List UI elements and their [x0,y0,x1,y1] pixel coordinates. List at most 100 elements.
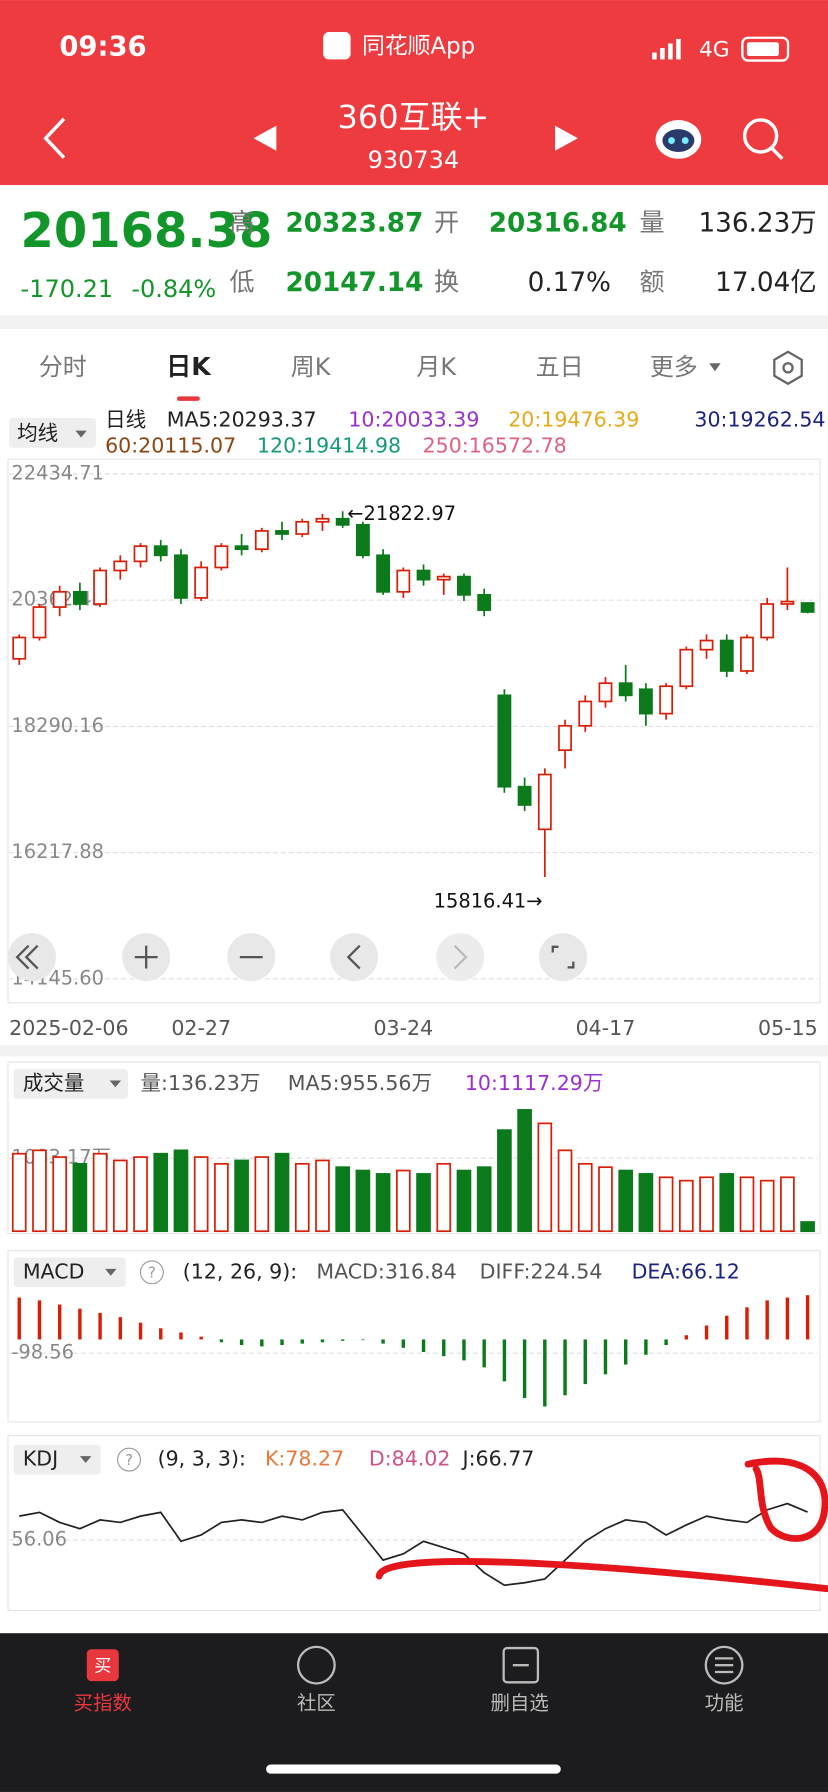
candle-body [315,517,330,523]
selector-bg[interactable] [13,1069,128,1099]
prev-button[interactable] [253,125,277,151]
icon [551,945,575,969]
volume-bar [92,1152,108,1233]
field-value: 20316.84 [489,208,627,238]
clock: 09:36 [59,32,146,63]
volume-bar [517,1109,532,1233]
search-button[interactable] [742,118,784,161]
move-right[interactable] [436,933,485,982]
tab[interactable]: 五日 [536,353,584,381]
candle-body [679,648,694,688]
volume-bar [234,1159,249,1233]
volume-bar [436,1162,452,1233]
help-mark: ? [148,1264,156,1281]
volume-bar [32,1149,47,1233]
candle-body [719,639,734,672]
candle-body [436,575,451,581]
y-tick-label: 16217.88 [11,840,104,863]
candle-body [558,724,572,752]
nav-item[interactable]: 删自选 [491,1692,549,1715]
legend-volume: 量:136.23万 [140,1071,260,1095]
candle-body [618,682,633,697]
next-button[interactable] [555,125,578,151]
robot-button[interactable] [655,119,702,159]
ma-period: 日线 [105,407,146,431]
icon [346,944,361,970]
volume-bar [537,1122,553,1233]
price: 20168.38 [21,203,273,259]
candle-body [275,530,289,535]
fullscreen[interactable] [539,933,588,982]
candle-body [194,566,209,599]
ma-item: 250:16572.78 [423,434,567,458]
settings-button[interactable] [773,350,803,386]
hand-drawn-circle [744,1457,828,1542]
field-label: 低 [230,267,255,296]
zoom-controls [7,933,588,982]
tab[interactable]: 月K [416,353,457,381]
tab[interactable]: 周K [291,353,332,381]
volume-selector[interactable]: 成交量 [23,1071,85,1095]
nav-icon [704,1645,744,1685]
kdj-params: (9, 3, 3): [158,1447,246,1471]
home-indicator [266,1764,561,1774]
volume-bar [780,1176,795,1233]
candle-body [760,603,775,639]
volume-chart: 1083.17万 [9,1109,818,1233]
kdj-selector[interactable]: KDJ [23,1447,58,1471]
field-label: 换 [434,267,459,296]
tab[interactable]: 分时 [39,353,87,381]
volume-bar [719,1173,735,1233]
zoom-left[interactable] [7,933,56,982]
field-value: 0.17% [528,268,611,298]
legend-ma10: 10:1117.29万 [465,1071,604,1095]
ma-selector[interactable]: 均线 [17,421,58,445]
nav-item[interactable]: 社区 [297,1692,336,1715]
field-label: 高 [230,208,255,237]
tab[interactable]: 更多 [650,353,698,381]
candle-body [477,594,492,611]
volume-bar [759,1179,775,1233]
selector-bg[interactable] [13,1444,101,1475]
candle-body [659,685,674,715]
volume-bar [456,1169,472,1233]
volume-bar [658,1176,674,1233]
volume-bar [618,1169,634,1233]
candle-body [396,569,411,593]
selector-bg[interactable] [13,1257,126,1288]
candle-body [699,639,714,651]
volume-bar [497,1129,512,1233]
volume-bar [335,1166,351,1233]
candle-body [52,590,67,608]
dropdown-arrow [75,430,87,438]
candle-body [214,545,229,569]
move-left[interactable] [330,933,379,982]
back-button[interactable] [43,117,66,159]
icon [453,944,468,970]
legend-d: D:84.02 [369,1447,451,1471]
app-icon [323,32,351,60]
macd-selector[interactable]: MACD [23,1259,85,1283]
icon [134,945,158,969]
help-icon[interactable] [139,1260,164,1285]
panel-frame [7,1250,821,1423]
network: 4G [699,37,730,62]
nav-icon [296,1645,336,1685]
nav-item[interactable]: 买指数 [74,1692,132,1715]
candle-body [537,773,552,831]
y-tick-label: -98.56 [11,1341,74,1364]
volume-bar [193,1156,209,1233]
candle-body [800,602,815,613]
ma-selector-bg[interactable] [9,418,96,448]
volume-bar [416,1173,431,1233]
volume-bar [254,1156,270,1233]
panel-frame [7,1061,821,1235]
dropdown-arrow [709,363,721,372]
volume-bar [294,1162,310,1233]
signal-icon [652,38,681,60]
separator [0,315,828,329]
nav-item[interactable]: 功能 [705,1692,744,1715]
tab-active[interactable]: 日K [166,352,212,381]
help-icon[interactable] [117,1447,142,1472]
